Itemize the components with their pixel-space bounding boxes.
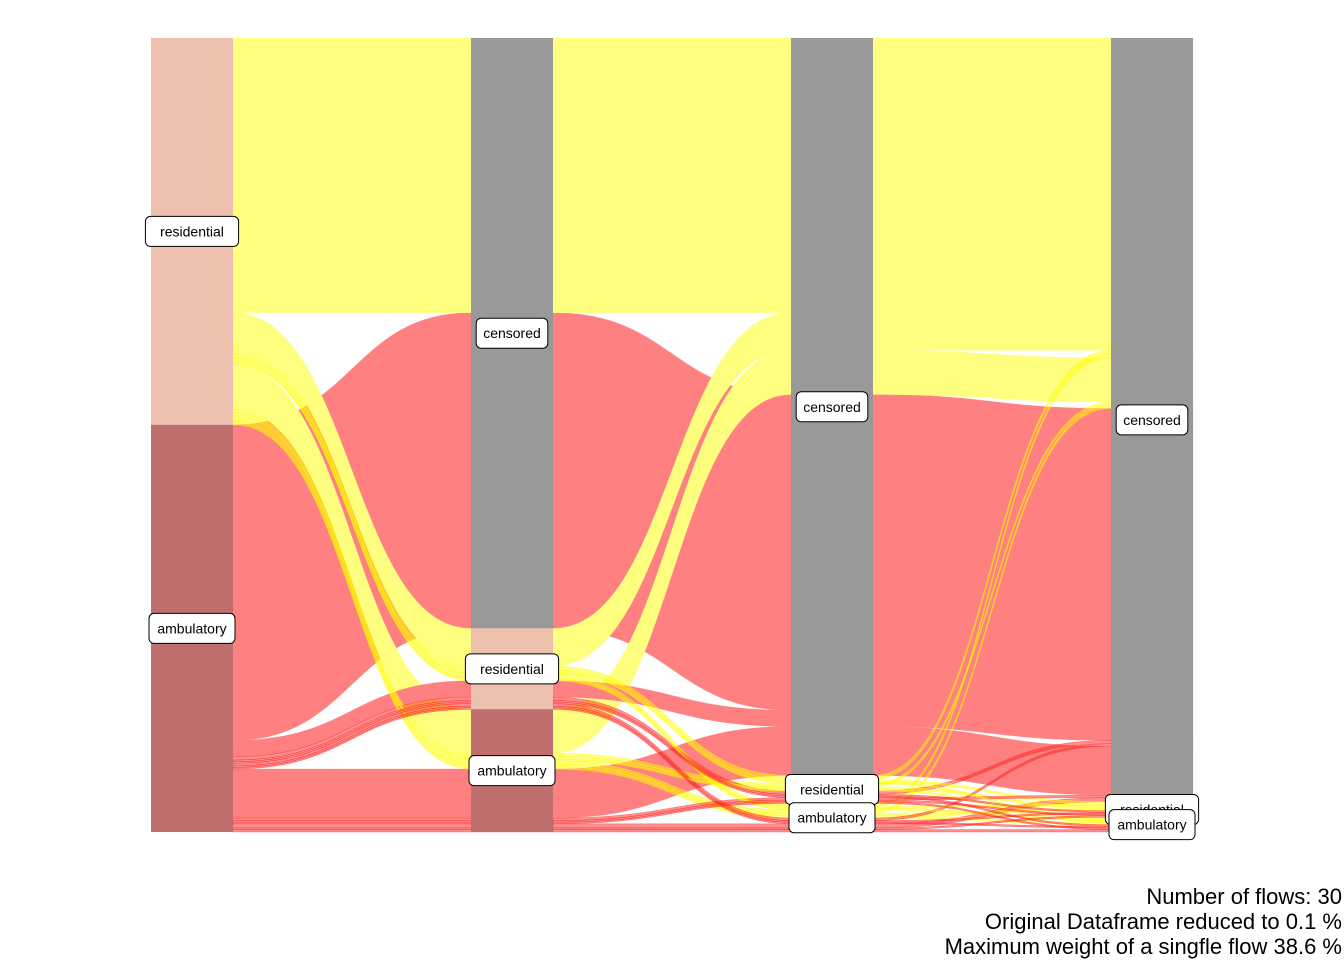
label-text: censored [1123, 412, 1181, 428]
label-text: ambulatory [477, 763, 546, 779]
label-axis2-residential: residential [464, 653, 560, 685]
label-text: residential [480, 661, 544, 677]
label-text: censored [803, 399, 861, 415]
caption-max-weight: Maximum weight of a singfle flow 38.6 % [944, 934, 1342, 959]
label-axis1-ambulatory: ambulatory [148, 612, 236, 644]
label-box [795, 391, 869, 423]
caption-flows-count: Number of flows: 30 [1146, 884, 1342, 909]
flows-layer [232, 37, 1194, 833]
label-axis1-residential: residential [144, 215, 240, 247]
label-text: ambulatory [157, 620, 226, 636]
flow-residential-censored-censored-censored [232, 37, 1194, 314]
label-text: ambulatory [1117, 817, 1186, 833]
label-box [464, 653, 560, 685]
label-text: residential [160, 223, 224, 239]
label-text: residential [800, 781, 864, 797]
label-text: censored [483, 325, 541, 341]
label-axis4-ambulatory: ambulatory [1108, 809, 1196, 841]
labels-layer: residential ambulatory censored residential… [144, 215, 1200, 841]
label-axis3-ambulatory: ambulatory [788, 802, 876, 834]
label-axis3-residential: residential [784, 773, 880, 805]
label-box [468, 755, 556, 787]
label-box [1115, 404, 1189, 436]
label-text: ambulatory [797, 810, 866, 826]
caption-reduction: Original Dataframe reduced to 0.1 % [984, 909, 1342, 934]
flow-ambulatory-ambulatory-ambulatory-ambulatory [232, 829, 1194, 833]
label-axis2-censored: censored [475, 317, 549, 349]
label-box [475, 317, 549, 349]
label-box [148, 612, 236, 644]
label-box [1108, 809, 1196, 841]
label-axis4-censored: censored [1115, 404, 1189, 436]
label-axis2-ambulatory: ambulatory [468, 755, 556, 787]
label-axis3-censored: censored [795, 391, 869, 423]
label-box [788, 802, 876, 834]
caption-block: Number of flows: 30 Original Dataframe r… [945, 884, 1342, 959]
label-box [144, 215, 240, 247]
